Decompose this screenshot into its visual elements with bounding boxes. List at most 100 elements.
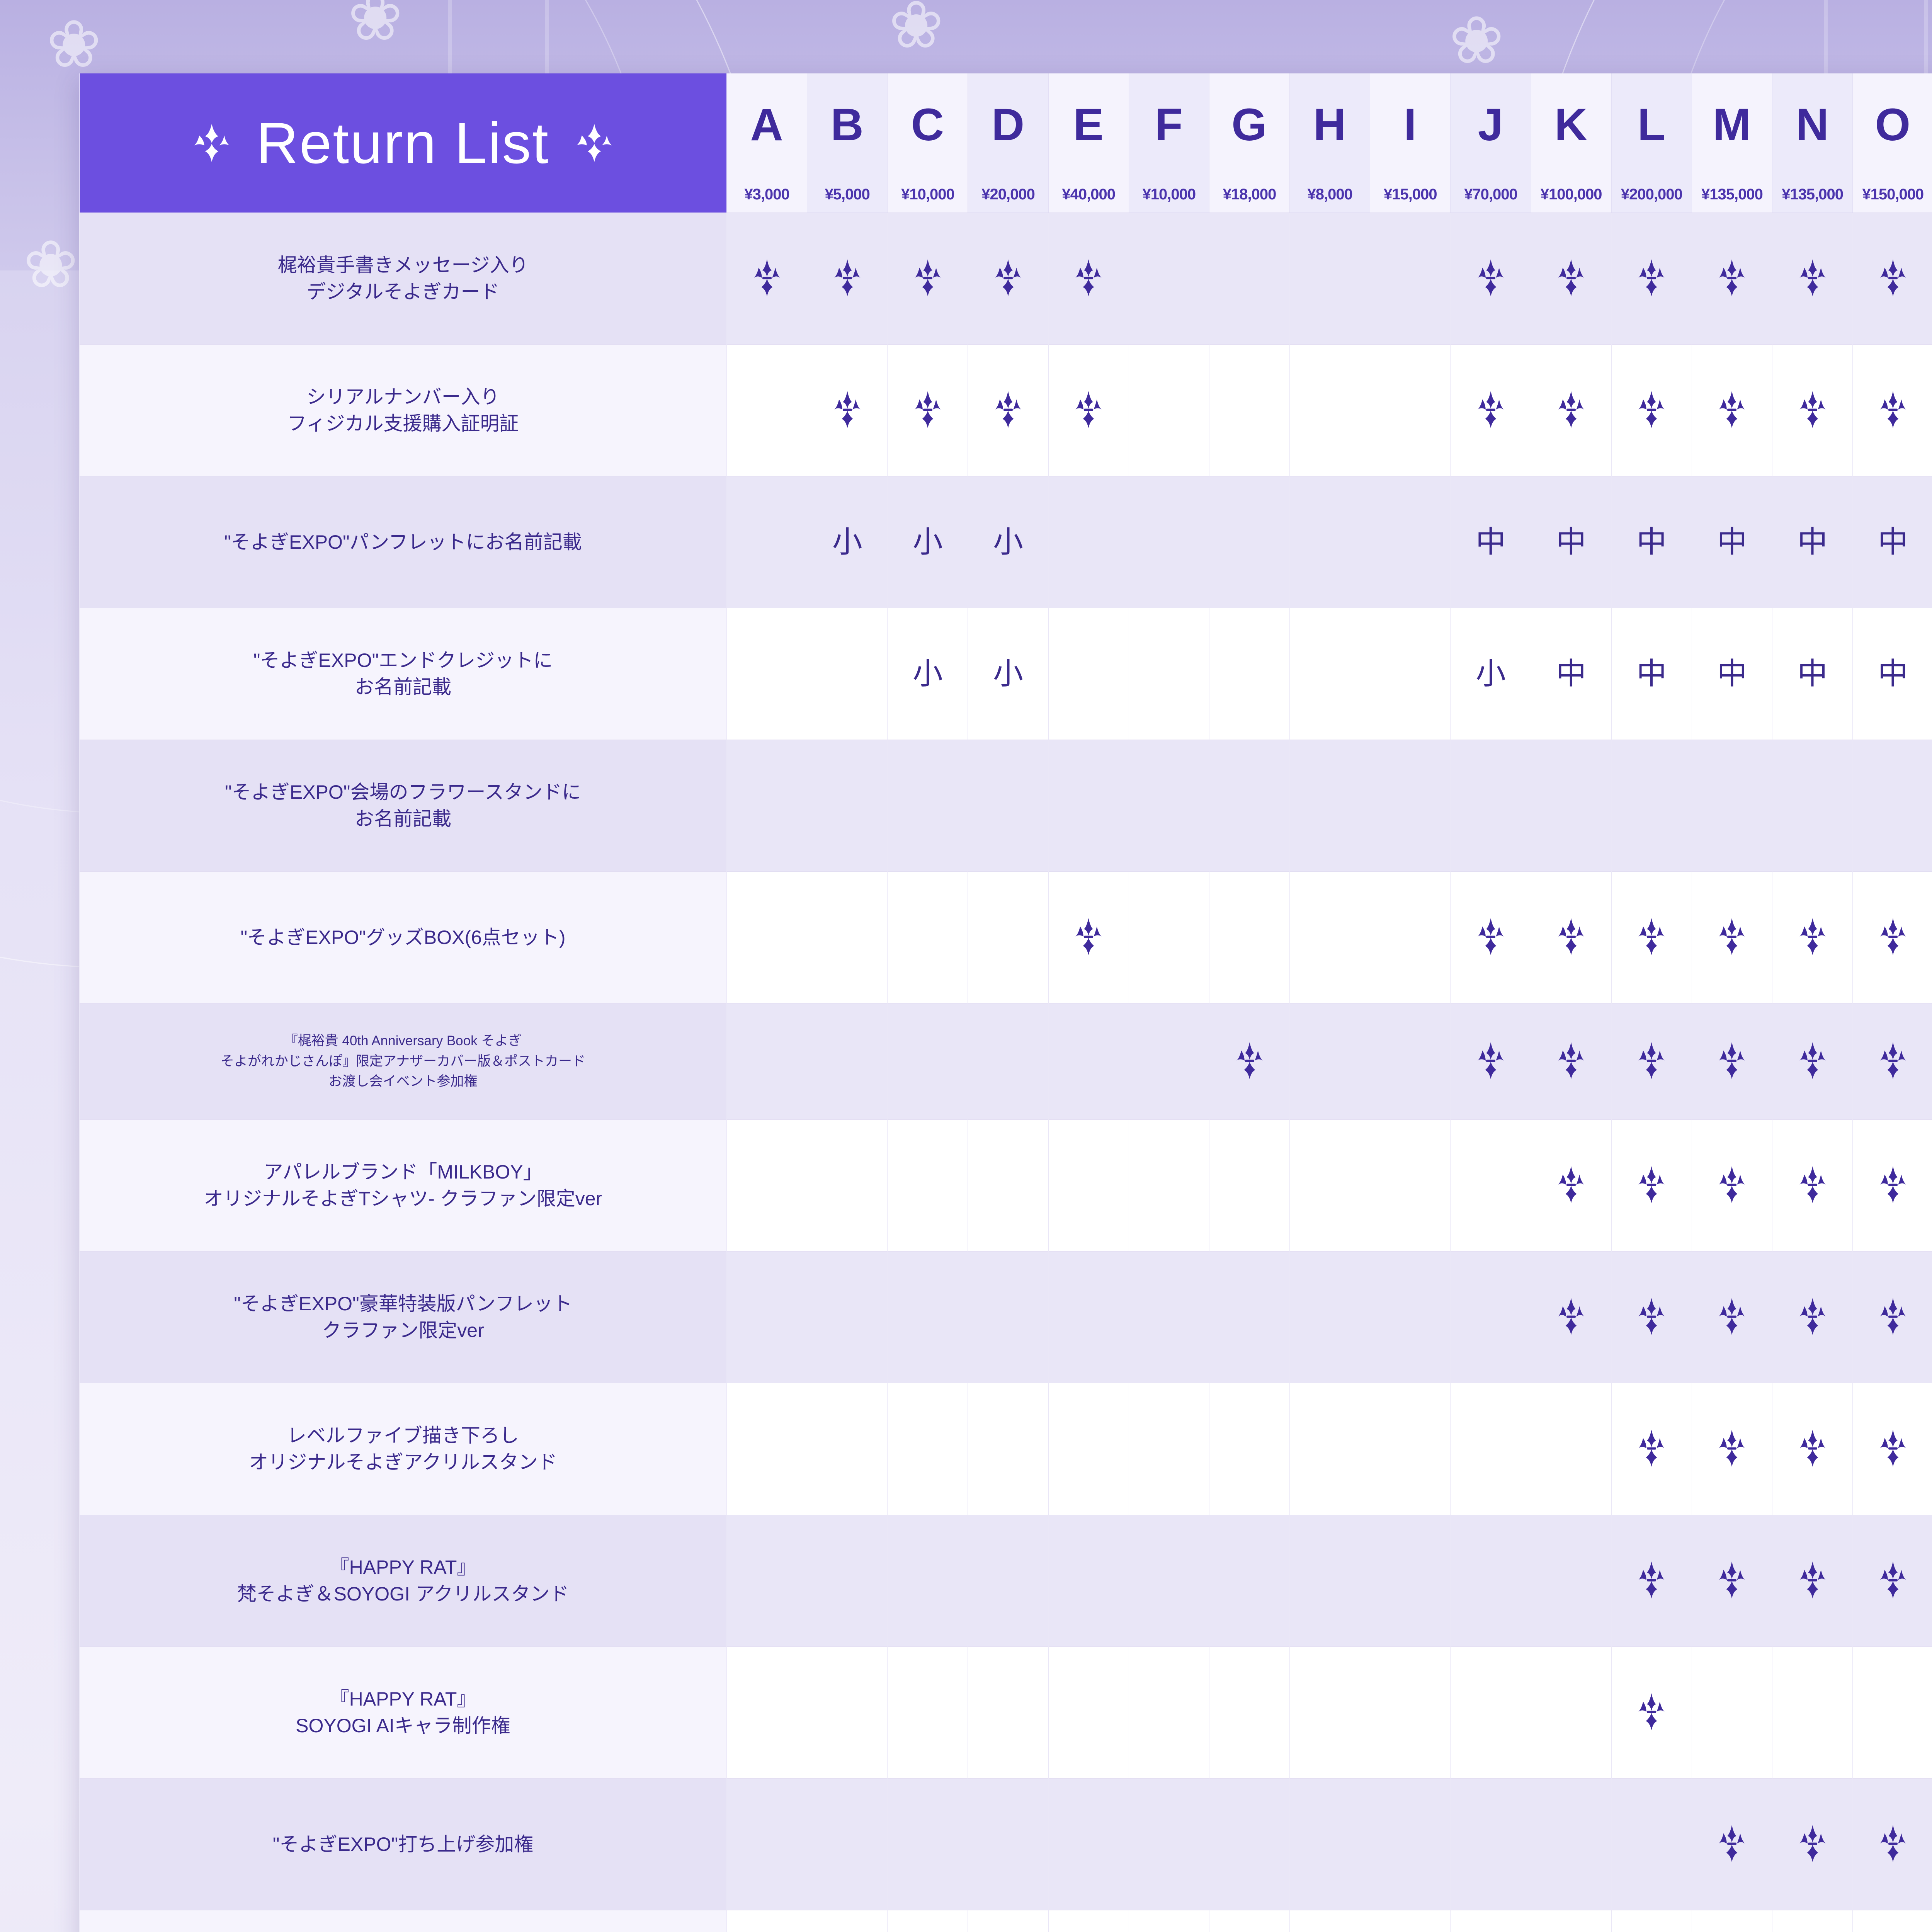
cell-m	[1691, 1383, 1772, 1515]
cell-e	[1048, 1383, 1129, 1515]
column-price: ¥8,000	[1307, 186, 1353, 203]
cell-g	[1209, 1910, 1290, 1932]
cell-l	[1611, 1251, 1692, 1383]
row-label-line: 『梶裕貴 40th Anniversary Book そよぎ	[284, 1033, 522, 1049]
cell-m: 昼	[1691, 1910, 1772, 1932]
cell-c	[887, 1383, 968, 1515]
cell-a	[726, 213, 807, 345]
cell-h	[1289, 344, 1370, 476]
table-row: 『HAPPY RAT』 梵そよぎ＆SOYOGI アクリルスタンド	[79, 1515, 1932, 1647]
table-row: "そよぎEXPO"打ち上げ参加権	[79, 1778, 1932, 1910]
cell-k	[1531, 1515, 1612, 1647]
cell-l	[1611, 1119, 1692, 1252]
column-header-h[interactable]: H ¥8,000	[1289, 73, 1370, 213]
cell-l	[1611, 1778, 1692, 1910]
column-header-i[interactable]: I ¥15,000	[1370, 73, 1451, 213]
cell-g	[1209, 1383, 1290, 1515]
cell-b	[807, 1515, 888, 1647]
cell-k	[1531, 1251, 1612, 1383]
cell-g	[1209, 1646, 1290, 1779]
row-label: "そよぎEXPO"会場のフラワースタンドに お名前記載	[79, 740, 727, 872]
table-body: 梶裕貴手書きメッセージ入り デジタルそよぎカード シリアルナンバー入り フィジカル支援…	[79, 213, 1932, 1932]
cell-e	[1048, 213, 1129, 345]
cell-b	[807, 1251, 888, 1383]
column-header-g[interactable]: G ¥18,000	[1209, 73, 1290, 213]
table-row: 梶裕貴手書きメッセージ入り デジタルそよぎカード	[79, 213, 1932, 345]
cell-h	[1289, 1778, 1370, 1910]
size-indicator: 中	[1636, 525, 1667, 559]
fleur-de-lis-icon	[1798, 918, 1827, 955]
column-header-a[interactable]: A ¥3,000	[726, 73, 807, 213]
fleur-de-lis-icon	[1718, 1561, 1746, 1599]
column-price: ¥200,000	[1621, 186, 1683, 203]
cell-d	[968, 1515, 1049, 1647]
cell-g	[1209, 344, 1290, 476]
size-indicator: 小	[832, 525, 862, 559]
size-indicator: 中	[1556, 657, 1587, 690]
row-label-line: シリアルナンバー入り	[306, 386, 500, 408]
column-header-k[interactable]: K ¥100,000	[1531, 73, 1612, 213]
cell-b	[807, 1646, 888, 1779]
column-header-c[interactable]: C ¥10,000	[887, 73, 968, 213]
cell-m: 中	[1691, 476, 1772, 608]
column-letter: N	[1796, 99, 1829, 150]
column-price: ¥10,000	[901, 186, 955, 203]
cell-l	[1611, 1003, 1692, 1120]
cell-n: 夜	[1772, 1910, 1853, 1932]
column-price: ¥5,000	[825, 186, 870, 203]
fleur-de-lis-icon	[1557, 1166, 1585, 1203]
cell-b	[807, 608, 888, 740]
row-label: 『HAPPY RAT』 SOYOGI AIキャラ制作権	[79, 1646, 727, 1779]
cell-h	[1289, 1251, 1370, 1383]
fleur-de-lis-icon	[1557, 1298, 1585, 1335]
cell-f	[1128, 1910, 1209, 1932]
row-label: "そよぎEXPO"打ち上げ参加権	[79, 1778, 727, 1910]
cell-c	[887, 1910, 968, 1932]
cell-l	[1611, 1910, 1692, 1932]
cell-d	[968, 1383, 1049, 1515]
size-indicator: 中	[1475, 525, 1506, 559]
fleur-de-lis-icon	[1879, 1430, 1907, 1467]
cell-o	[1852, 871, 1932, 1003]
cell-j	[1450, 1910, 1531, 1932]
column-header-l[interactable]: L ¥200,000	[1611, 73, 1692, 213]
column-price: ¥150,000	[1862, 186, 1924, 203]
cell-m	[1691, 344, 1772, 476]
cell-f	[1128, 1646, 1209, 1779]
column-header-d[interactable]: D ¥20,000	[968, 73, 1049, 213]
cell-c	[887, 1251, 968, 1383]
cell-c	[887, 213, 968, 345]
column-header-n[interactable]: N ¥135,000	[1772, 73, 1853, 213]
page-title: Return List	[79, 73, 727, 213]
column-header-f[interactable]: F ¥10,000	[1128, 73, 1209, 213]
cell-o	[1852, 1003, 1932, 1120]
cell-a	[726, 1003, 807, 1120]
cell-l	[1611, 1646, 1692, 1779]
column-header-j[interactable]: J ¥70,000	[1450, 73, 1531, 213]
cell-l: 中	[1611, 608, 1692, 740]
cell-b	[807, 740, 888, 872]
column-header-m[interactable]: M ¥135,000	[1691, 73, 1772, 213]
cell-m	[1691, 1778, 1772, 1910]
column-letter: G	[1231, 99, 1267, 150]
column-header-o[interactable]: O ¥150,000	[1852, 73, 1932, 213]
column-price: ¥10,000	[1142, 186, 1196, 203]
size-indicator: 中	[1556, 525, 1587, 559]
column-header-e[interactable]: E ¥40,000	[1048, 73, 1129, 213]
cell-b	[807, 871, 888, 1003]
cell-e	[1048, 740, 1129, 872]
cell-j	[1450, 1646, 1531, 1779]
fleur-de-lis-icon	[1718, 1042, 1746, 1079]
column-price: ¥18,000	[1223, 186, 1277, 203]
cell-i	[1370, 476, 1451, 608]
cell-m	[1691, 871, 1772, 1003]
cell-c	[887, 1646, 968, 1779]
column-letter: C	[911, 99, 944, 150]
column-header-b[interactable]: B ¥5,000	[807, 73, 888, 213]
row-label: シリアルナンバー入り フィジカル支援購入証明証	[79, 344, 727, 476]
column-letter: M	[1713, 99, 1752, 150]
cell-a	[726, 344, 807, 476]
fleur-de-lis-icon	[1879, 1042, 1907, 1079]
fleur-de-lis-icon	[1637, 918, 1666, 955]
cell-g	[1209, 1251, 1290, 1383]
